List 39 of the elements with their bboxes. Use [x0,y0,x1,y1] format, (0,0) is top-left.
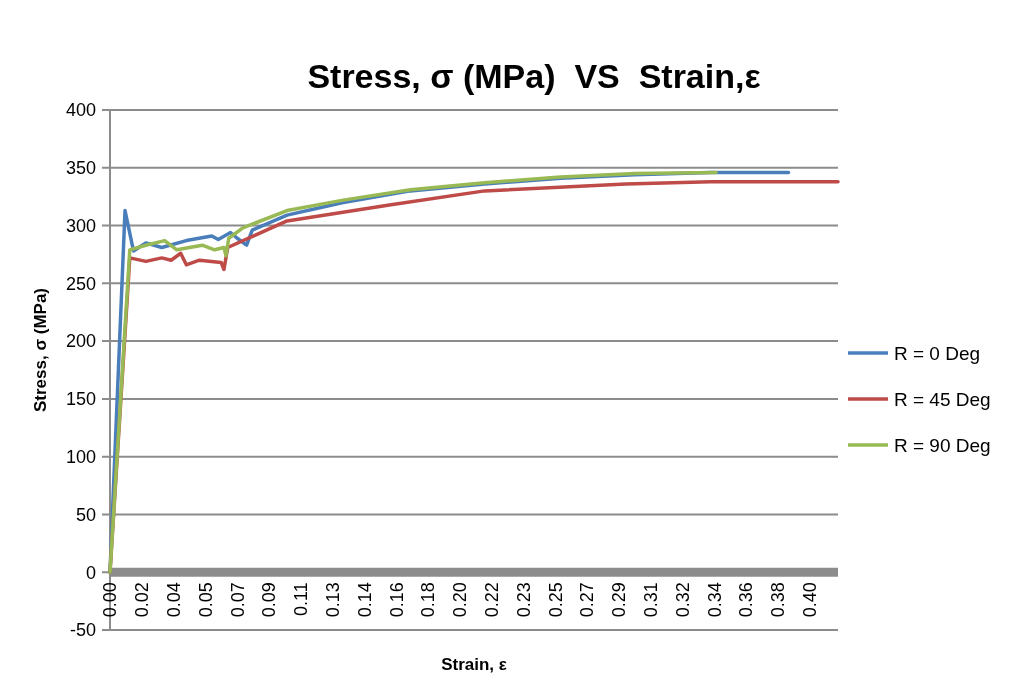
x-tick-label: 0.14 [354,582,375,618]
x-tick-label: 0.11 [291,582,312,616]
legend-label: R = 90 Deg [894,434,991,456]
x-tick-label: 0.40 [800,582,821,618]
x-tick-label: 0.29 [609,582,630,618]
y-tick-label: 0 [85,562,96,583]
x-tick-label: 0.32 [672,582,693,618]
chart-title: Stress, σ (MPa) VS Strain,ε [307,57,761,95]
x-tick-label: 0.27 [577,582,598,618]
x-tick-label: 0.05 [195,582,216,618]
x-tick-label: 0.13 [322,582,343,618]
y-tick-label: 400 [65,100,96,121]
x-tick-label: 0.00 [100,582,121,618]
x-tick-label: 0.31 [641,582,661,618]
legend-label: R = 0 Deg [894,342,981,364]
y-tick-label: 100 [65,446,96,467]
x-tick-label: 0.25 [545,582,566,618]
x-tick-label: 0.38 [768,582,789,618]
legend-label: R = 45 Deg [894,388,991,410]
x-tick-label: 0.20 [450,582,471,618]
x-tick-label: 0.07 [227,582,248,618]
y-axis-title: Stress, σ (MPa) [31,287,50,413]
y-tick-label: 300 [65,215,96,236]
y-tick-label: -50 [69,620,96,641]
x-tick-label: 0.09 [259,582,280,618]
y-tick-label: 50 [75,504,96,525]
x-axis-title: Strain, ε [441,655,507,674]
y-tick-label: 250 [65,273,96,294]
x-tick-label: 0.23 [513,582,534,618]
y-tick-label: 200 [65,331,96,352]
x-tick-label: 0.34 [704,582,725,618]
y-tick-label: 350 [65,158,96,179]
x-tick-label: 0.02 [132,582,153,618]
x-tick-label: 0.22 [481,582,502,618]
y-tick-label: 150 [65,389,96,410]
x-tick-label: 0.18 [418,582,439,618]
x-tick-label: 0.04 [163,582,184,618]
x-tick-label: 0.36 [736,582,757,618]
x-tick-label: 0.16 [386,582,407,618]
